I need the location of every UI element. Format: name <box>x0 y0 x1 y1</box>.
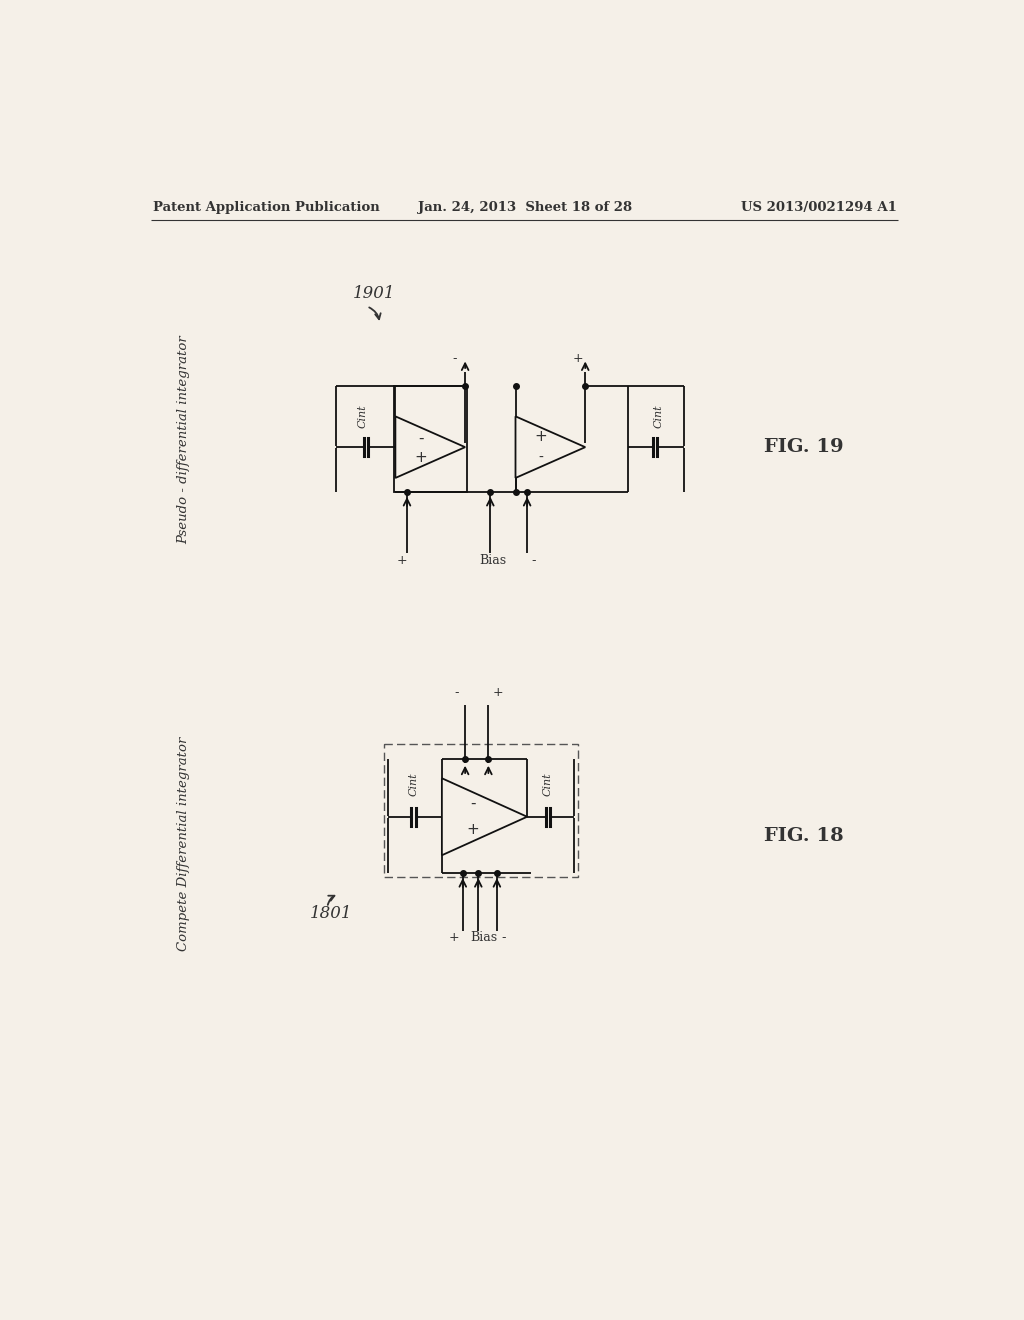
Text: Jan. 24, 2013  Sheet 18 of 28: Jan. 24, 2013 Sheet 18 of 28 <box>418 201 632 214</box>
Text: -: - <box>539 451 544 465</box>
Text: 1801: 1801 <box>310 904 352 921</box>
Text: US 2013/0021294 A1: US 2013/0021294 A1 <box>741 201 897 214</box>
Text: +: + <box>467 821 479 837</box>
Text: Bias: Bias <box>471 932 498 945</box>
Text: +: + <box>396 554 407 568</box>
Text: FIG. 18: FIG. 18 <box>764 828 843 845</box>
Text: -: - <box>470 796 475 810</box>
Text: FIG. 19: FIG. 19 <box>764 438 843 457</box>
Polygon shape <box>395 416 465 478</box>
Text: +: + <box>572 352 584 366</box>
Text: +: + <box>449 932 460 945</box>
Text: Cint: Cint <box>653 404 664 428</box>
Text: Bias: Bias <box>479 554 507 568</box>
Text: -: - <box>453 352 458 366</box>
Text: Pseudo - differential integrator: Pseudo - differential integrator <box>177 335 190 544</box>
Polygon shape <box>442 779 527 855</box>
Text: +: + <box>493 686 504 698</box>
Polygon shape <box>515 416 586 478</box>
Text: -: - <box>531 554 537 568</box>
Text: Compete Differential integrator: Compete Differential integrator <box>177 737 190 950</box>
Bar <box>394 385 467 492</box>
Text: +: + <box>415 450 427 466</box>
Text: Cint: Cint <box>357 404 368 428</box>
Text: -: - <box>418 430 424 445</box>
Text: Patent Application Publication: Patent Application Publication <box>153 201 380 214</box>
Text: Cint: Cint <box>543 772 553 796</box>
Text: Cint: Cint <box>409 772 418 796</box>
Text: -: - <box>455 686 459 698</box>
Text: 1901: 1901 <box>352 285 395 302</box>
Text: -: - <box>502 932 506 945</box>
Text: +: + <box>535 429 548 444</box>
Bar <box>384 743 578 876</box>
